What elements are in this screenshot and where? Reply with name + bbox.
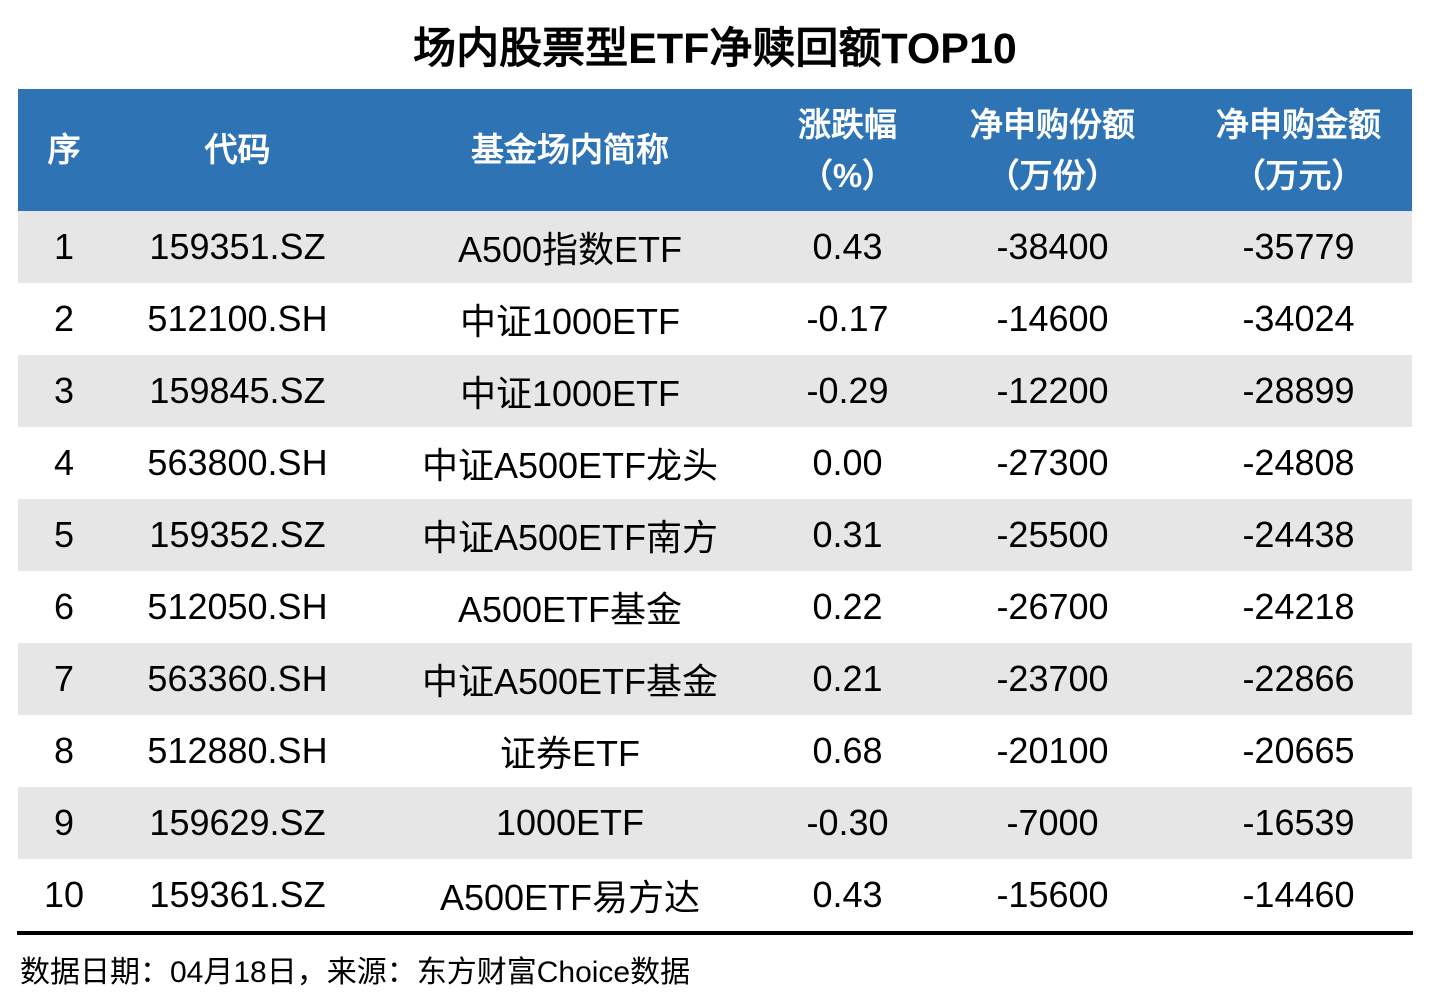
cell-rank: 6 bbox=[53, 586, 75, 627]
column-header-change-line2: （%） bbox=[799, 157, 896, 194]
column-header-net-shares: 净申购份额 （万份） bbox=[920, 89, 1185, 211]
cell-change-pct: 0.22 bbox=[812, 586, 883, 627]
cell-change-pct: 0.00 bbox=[812, 442, 883, 483]
table-row: 1 159351.SZ A500指数ETF 0.43 -38400 -35779 bbox=[18, 211, 1412, 283]
cell-net-shares: -20100 bbox=[996, 730, 1109, 771]
table-row: 4 563800.SH 中证A500ETF龙头 0.00 -27300 -248… bbox=[18, 427, 1412, 499]
table-row: 5 159352.SZ 中证A500ETF南方 0.31 -25500 -244… bbox=[18, 499, 1412, 571]
cell-rank: 5 bbox=[53, 514, 75, 555]
cell-net-amount: -24808 bbox=[1242, 442, 1355, 483]
column-header-net-amount-line1: 净申购金额 bbox=[1216, 105, 1381, 143]
cell-rank: 4 bbox=[53, 442, 75, 483]
cell-code: 563800.SH bbox=[147, 442, 328, 483]
cell-net-shares: -26700 bbox=[996, 586, 1109, 627]
table-row: 10 159361.SZ A500ETF易方达 0.43 -15600 -144… bbox=[18, 859, 1412, 931]
column-header-name-label: 基金场内简称 bbox=[471, 131, 669, 169]
cell-net-shares: -12200 bbox=[996, 370, 1109, 411]
column-header-net-shares-line1: 净申购份额 bbox=[970, 105, 1135, 143]
column-header-net-shares-line2: （万份） bbox=[986, 157, 1119, 194]
cell-change-pct: -0.17 bbox=[806, 298, 889, 339]
footer-divider bbox=[17, 931, 1413, 935]
cell-fund-name: A500指数ETF bbox=[457, 229, 683, 270]
column-header-rank-label: 序 bbox=[47, 131, 81, 169]
cell-change-pct: 0.68 bbox=[812, 730, 883, 771]
cell-rank: 8 bbox=[53, 730, 75, 771]
cell-code: 512100.SH bbox=[147, 298, 328, 339]
cell-net-shares: -7000 bbox=[1006, 802, 1099, 843]
source-note: 数据日期：04月18日，来源：东方财富Choice数据 bbox=[20, 956, 691, 989]
column-header-rank: 序 bbox=[18, 89, 110, 211]
cell-fund-name: A500ETF易方达 bbox=[439, 877, 701, 918]
table-row: 2 512100.SH 中证1000ETF -0.17 -14600 -3402… bbox=[18, 283, 1412, 355]
cell-net-shares: -14600 bbox=[996, 298, 1109, 339]
cell-net-amount: -34024 bbox=[1242, 298, 1355, 339]
cell-fund-name: 中证1000ETF bbox=[459, 301, 681, 342]
cell-code: 512880.SH bbox=[147, 730, 328, 771]
column-header-code: 代码 bbox=[110, 89, 365, 211]
table-header: 序 代码 基金场内简称 涨跌幅 （%） 净申购份额 （万份） 净申购金额 （万元… bbox=[18, 89, 1412, 211]
cell-fund-name: 1000ETF bbox=[495, 802, 645, 843]
cell-rank: 7 bbox=[53, 658, 75, 699]
table-row: 6 512050.SH A500ETF基金 0.22 -26700 -24218 bbox=[18, 571, 1412, 643]
page-title: 场内股票型ETF净赎回额TOP10 bbox=[413, 25, 1017, 73]
cell-net-amount: -14460 bbox=[1242, 874, 1355, 915]
cell-change-pct: 0.21 bbox=[812, 658, 883, 699]
cell-rank: 10 bbox=[43, 874, 85, 915]
cell-fund-name: 中证A500ETF南方 bbox=[421, 517, 719, 558]
cell-rank: 1 bbox=[53, 226, 75, 267]
column-header-change-line1: 涨跌幅 bbox=[798, 105, 897, 143]
table-row: 7 563360.SH 中证A500ETF基金 0.21 -23700 -228… bbox=[18, 643, 1412, 715]
cell-code: 159845.SZ bbox=[149, 370, 326, 411]
cell-change-pct: -0.29 bbox=[806, 370, 889, 411]
cell-code: 563360.SH bbox=[147, 658, 328, 699]
cell-fund-name: 证券ETF bbox=[500, 733, 640, 774]
etf-redemption-table: 序 代码 基金场内简称 涨跌幅 （%） 净申购份额 （万份） 净申购金额 （万元… bbox=[18, 89, 1412, 931]
cell-change-pct: -0.30 bbox=[806, 802, 889, 843]
cell-change-pct: 0.43 bbox=[812, 226, 883, 267]
cell-net-shares: -38400 bbox=[996, 226, 1109, 267]
cell-net-shares: -15600 bbox=[996, 874, 1109, 915]
cell-net-shares: -25500 bbox=[996, 514, 1109, 555]
cell-net-amount: -24438 bbox=[1242, 514, 1355, 555]
column-header-net-amount-line2: （万元） bbox=[1232, 157, 1365, 194]
cell-net-amount: -22866 bbox=[1242, 658, 1355, 699]
cell-code: 159629.SZ bbox=[149, 802, 326, 843]
table-row: 9 159629.SZ 1000ETF -0.30 -7000 -16539 bbox=[18, 787, 1412, 859]
cell-code: 159352.SZ bbox=[149, 514, 326, 555]
table-body: 1 159351.SZ A500指数ETF 0.43 -38400 -35779… bbox=[18, 211, 1412, 931]
column-header-change: 涨跌幅 （%） bbox=[775, 89, 920, 211]
cell-rank: 9 bbox=[53, 802, 75, 843]
cell-net-shares: -23700 bbox=[996, 658, 1109, 699]
cell-fund-name: 中证1000ETF bbox=[459, 373, 681, 414]
cell-net-amount: -28899 bbox=[1242, 370, 1355, 411]
table-header-row: 序 代码 基金场内简称 涨跌幅 （%） 净申购份额 （万份） 净申购金额 （万元… bbox=[18, 89, 1412, 211]
cell-net-amount: -20665 bbox=[1242, 730, 1355, 771]
cell-change-pct: 0.43 bbox=[812, 874, 883, 915]
cell-fund-name: 中证A500ETF基金 bbox=[421, 661, 719, 702]
cell-net-amount: -24218 bbox=[1242, 586, 1355, 627]
cell-fund-name: 中证A500ETF龙头 bbox=[421, 445, 719, 486]
column-header-code-label: 代码 bbox=[204, 131, 271, 169]
cell-net-amount: -35779 bbox=[1242, 226, 1355, 267]
cell-net-shares: -27300 bbox=[996, 442, 1109, 483]
cell-code: 159351.SZ bbox=[149, 226, 326, 267]
cell-code: 512050.SH bbox=[147, 586, 328, 627]
table-row: 8 512880.SH 证券ETF 0.68 -20100 -20665 bbox=[18, 715, 1412, 787]
cell-net-amount: -16539 bbox=[1242, 802, 1355, 843]
cell-rank: 3 bbox=[53, 370, 75, 411]
cell-code: 159361.SZ bbox=[149, 874, 326, 915]
table-row: 3 159845.SZ 中证1000ETF -0.29 -12200 -2889… bbox=[18, 355, 1412, 427]
cell-rank: 2 bbox=[53, 298, 75, 339]
column-header-net-amount: 净申购金额 （万元） bbox=[1185, 89, 1412, 211]
cell-change-pct: 0.31 bbox=[812, 514, 883, 555]
cell-fund-name: A500ETF基金 bbox=[457, 589, 683, 630]
column-header-name: 基金场内简称 bbox=[365, 89, 775, 211]
